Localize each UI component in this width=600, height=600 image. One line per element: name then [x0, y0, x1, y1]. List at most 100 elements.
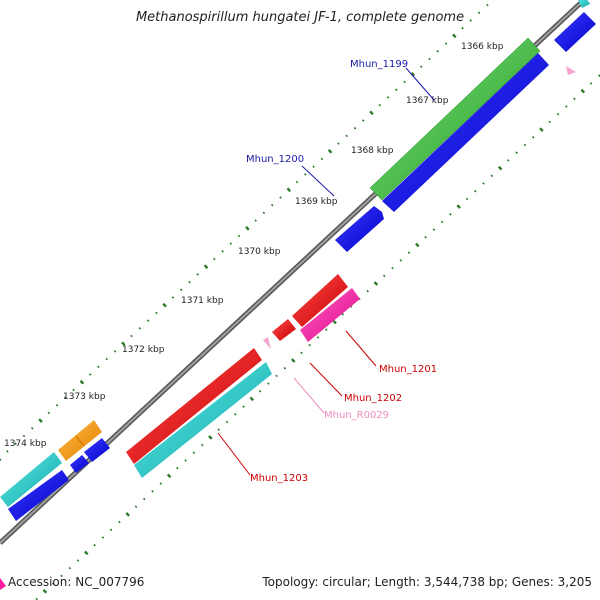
tick-dot — [30, 427, 34, 430]
tick-dot — [440, 220, 444, 224]
tick-dot — [444, 42, 448, 45]
tick-dot — [428, 57, 431, 61]
forward-features — [0, 0, 596, 521]
tick-dot — [290, 358, 296, 363]
tick-dot — [373, 281, 379, 286]
gene-top-blue[interactable] — [554, 12, 596, 52]
tick-dot — [432, 228, 436, 231]
tick-dot — [188, 280, 191, 284]
tick-dot — [200, 443, 204, 447]
gene-label-mhun-1200[interactable]: Mhun_1200 — [246, 154, 304, 165]
tick-dot — [456, 204, 461, 209]
tick-dot — [399, 259, 403, 262]
tick-dot — [60, 574, 63, 578]
tick-dot — [486, 3, 489, 7]
gene-mhun-1200[interactable] — [335, 206, 384, 252]
tick-dot — [337, 142, 340, 145]
gene-mhun-r0029[interactable] — [263, 337, 271, 349]
tick-dot — [176, 466, 179, 470]
gene-mhun-1199-blue[interactable] — [382, 53, 549, 212]
tick-dot — [42, 589, 48, 594]
tick-dot — [166, 473, 172, 479]
tick-dot — [109, 528, 113, 532]
tick-dot — [184, 459, 187, 462]
tick-dot — [410, 72, 416, 77]
gene-label-mhun-1199[interactable]: Mhun_1199 — [350, 59, 408, 70]
gene-label-mhun-1201[interactable]: Mhun_1201 — [379, 364, 437, 375]
gene-mhun-1201[interactable] — [300, 288, 360, 342]
tick-dot — [118, 520, 121, 524]
accession-text: Accession: NC_007796 — [8, 575, 145, 589]
gene-blue-left[interactable] — [8, 470, 69, 521]
gene-blue-small-1[interactable] — [70, 455, 89, 473]
tick-labels: 1366 kbp 1367 kbp 1368 kbp 1369 kbp 1370… — [4, 42, 504, 449]
gene-pink-right[interactable] — [566, 66, 576, 75]
tick-dot — [88, 373, 92, 376]
tick-dot — [320, 157, 324, 161]
tick-dot — [138, 327, 142, 330]
tick-dot — [162, 302, 167, 308]
gene-labels: Mhun_1199 Mhun_1200 Mhun_1201 Mhun_1202 … — [246, 59, 437, 484]
gene-top-cyan[interactable] — [578, 0, 590, 8]
tick-dot — [378, 103, 382, 107]
tick-dot — [556, 112, 560, 116]
tick-dot — [452, 33, 457, 39]
tick-dot — [258, 389, 262, 393]
tick-dot — [308, 343, 311, 347]
tick-dot — [304, 173, 307, 176]
tick-dot — [234, 413, 237, 416]
gene-mhun-1201-red[interactable] — [292, 274, 348, 327]
tick-dot — [6, 450, 9, 453]
tick-dot — [125, 512, 130, 517]
gene-mhun-1203-red[interactable] — [126, 348, 262, 464]
gene-mhun-1199[interactable] — [369, 37, 541, 201]
gene-mhun-1203[interactable] — [134, 362, 272, 478]
tick-dot — [565, 105, 568, 108]
tick-dot — [353, 126, 357, 130]
tick-dot — [213, 257, 216, 261]
tick-dot — [436, 50, 439, 53]
tick-dot — [325, 328, 328, 331]
tick-dot — [262, 211, 266, 215]
tick-dot — [47, 411, 51, 415]
tick-dot — [469, 19, 473, 22]
gene-mhun-1202[interactable] — [272, 319, 296, 341]
tick-dot — [345, 134, 348, 138]
tick-dot — [312, 165, 315, 168]
tick-label: 1370 kbp — [238, 247, 281, 257]
tick-dot — [482, 182, 485, 185]
tick-dot — [68, 566, 72, 570]
tick-dot — [419, 65, 423, 68]
tick-dot — [93, 543, 96, 547]
tick-dot — [51, 582, 55, 585]
gene-label-mhun-r0029[interactable]: Mhun_R0029 — [324, 410, 389, 421]
tick-dot — [151, 490, 154, 493]
tick-dot — [249, 396, 255, 402]
map-title: Methanospirillum hungatei JF-1, complete… — [135, 10, 465, 25]
tick-dot — [130, 334, 133, 338]
tick-dot — [490, 174, 494, 178]
tick-dot — [55, 404, 59, 407]
gene-pink-corner[interactable] — [0, 578, 6, 590]
tick-dot — [221, 250, 224, 253]
tick-dot — [64, 396, 67, 399]
tick-dot — [407, 251, 411, 254]
tick-dot — [101, 536, 105, 539]
tick-label: 1372 kbp — [122, 345, 165, 355]
callout-lines — [217, 67, 435, 476]
tick-dot — [267, 382, 270, 385]
tick-dot — [424, 236, 427, 239]
tick-dot — [507, 159, 510, 162]
tick-dot — [477, 11, 481, 15]
tick-dot — [523, 143, 527, 147]
tick-dot — [76, 559, 80, 562]
tick-dot — [286, 187, 292, 193]
tick-dot — [159, 482, 163, 485]
tick-dot — [97, 365, 100, 369]
tick-label: 1371 kbp — [181, 296, 224, 306]
gene-cyan-left[interactable] — [0, 452, 62, 507]
gene-label-mhun-1203[interactable]: Mhun_1203 — [250, 473, 308, 484]
gene-blue-small-2[interactable] — [84, 438, 110, 462]
tick-dot — [573, 97, 576, 101]
gene-label-mhun-1202[interactable]: Mhun_1202 — [344, 393, 402, 404]
